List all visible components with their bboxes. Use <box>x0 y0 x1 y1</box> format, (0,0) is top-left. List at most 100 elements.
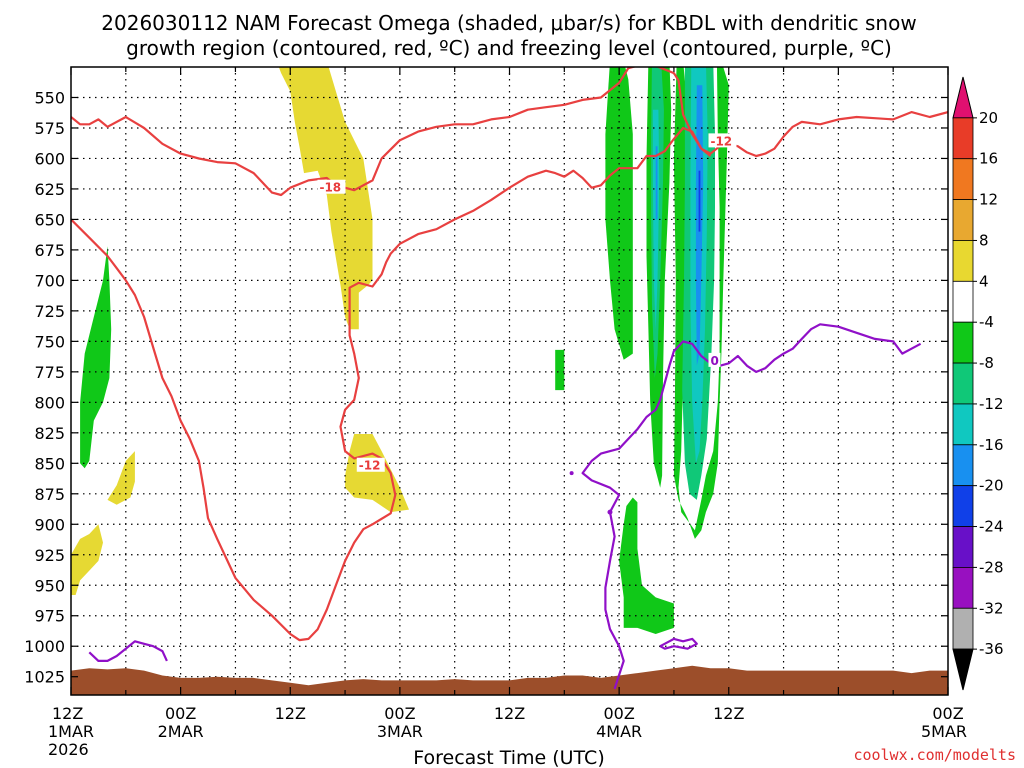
omega-positive-lower-plume <box>345 434 409 513</box>
y-tick-label-800: 800 <box>34 393 65 412</box>
colorbar-label-12: -32 <box>979 599 1004 617</box>
y-tick-label-925: 925 <box>34 546 65 565</box>
colorbar-label-13: -36 <box>979 640 1004 658</box>
colorbar-label-5: -4 <box>979 313 994 331</box>
colorbar-bin-7 <box>952 362 974 405</box>
colorbar-bin-8 <box>952 403 974 446</box>
y-tick-label-750: 750 <box>34 332 65 351</box>
omega-blue-core-1 <box>655 146 658 220</box>
y-tick-label-1000: 1000 <box>24 637 65 656</box>
x-tick-time-1: 00Z <box>165 704 196 723</box>
colorbar-bin-1 <box>952 117 974 160</box>
colorbar-bin-11 <box>952 526 974 568</box>
omega-negative-east-band-1 <box>605 67 633 360</box>
colorbar-bin-10 <box>952 485 974 527</box>
credit-text: coolwx.com/modelts <box>853 746 1016 764</box>
colorbar-label-1: 16 <box>979 150 998 168</box>
colorbar-bin-5 <box>952 280 974 323</box>
contour-label-bg-3 <box>708 352 721 367</box>
dendritic-isotherm-minus-12-lower <box>71 126 712 642</box>
y-tick-label-900: 900 <box>34 515 65 534</box>
plot-frame <box>70 66 949 696</box>
omega-positive-small-b <box>71 524 103 595</box>
colorbar-bin-12 <box>952 567 974 609</box>
y-tick-label-1025: 1025 <box>24 668 65 687</box>
isotherms: -18 -12 -12 0 <box>71 67 948 690</box>
freezing-level-dot-1 <box>569 471 574 476</box>
contour-label-bg-1 <box>356 457 385 472</box>
omega-positive-upper-plume <box>278 67 373 330</box>
colorbar-arrow-bottom <box>952 648 974 691</box>
y-tick-label-600: 600 <box>34 149 65 168</box>
y-tick-label-625: 625 <box>34 180 65 199</box>
x-tick-year-0: 2026 <box>48 740 89 759</box>
y-tick-label-725: 725 <box>34 302 65 321</box>
omega-cyan-core-1 <box>652 109 660 330</box>
colorbar-label-0: 20 <box>979 109 998 127</box>
colorbar-label-3: 8 <box>979 231 989 249</box>
y-tick-label-700: 700 <box>34 271 65 290</box>
x-tick-time-7: 00Z <box>932 704 963 723</box>
colorbar-bin-6 <box>952 321 974 364</box>
colorbar-label-8: -16 <box>979 436 1004 454</box>
y-tick-label-850: 850 <box>34 454 65 473</box>
freezing-level-zero-isotherm-east <box>581 323 922 690</box>
x-tick-time-4: 12Z <box>494 704 525 723</box>
dendritic-isotherm-minus-12-upper <box>71 67 948 197</box>
y-tick-label-975: 975 <box>34 607 65 626</box>
y-tick-label-775: 775 <box>34 363 65 382</box>
omega-positive-small-a <box>107 451 135 505</box>
x-axis-label: Forecast Time (UTC) <box>413 747 604 768</box>
x-tick-time-6: 12Z <box>713 704 744 723</box>
freezing-level-zero-isotherm-main <box>88 640 168 663</box>
contour-label-bg-2 <box>708 133 737 148</box>
freezing-level-dot-2 <box>607 509 613 515</box>
y-tick-label-650: 650 <box>34 210 65 229</box>
colorbar-label-10: -24 <box>979 518 1004 536</box>
x-tick-time-2: 12Z <box>275 704 306 723</box>
x-tick-date-1: 2MAR <box>158 722 204 741</box>
colorbar-bin-13 <box>952 607 974 650</box>
x-tick-time-5: 00Z <box>603 704 634 723</box>
colorbar-bin-2 <box>952 158 974 201</box>
colorbar-label-7: -12 <box>979 395 1004 413</box>
colorbar-bin-3 <box>952 199 974 241</box>
colorbar: 20 16 12 8 4 -4 -8 -12 -16 -20 -24 -28 -32 -36 <box>952 76 1004 691</box>
y-tick-label-875: 875 <box>34 485 65 504</box>
chart-title-line2: growth region (contoured, red, ºC) and f… <box>126 36 892 60</box>
plot-area: -18 -12 -12 0 550 575 600 625 650 675 700 725 750 775… <box>24 66 1004 759</box>
contour-label-1: -12 <box>359 459 381 473</box>
contour-label-0: -18 <box>319 181 341 195</box>
colorbar-label-4: 4 <box>979 272 989 290</box>
x-tick-time-0: 12Z <box>52 704 83 723</box>
omega-deep-blue-core <box>698 170 701 232</box>
x-tick-date-0: 1MAR <box>48 722 94 741</box>
x-tick-date-3: 3MAR <box>377 722 423 741</box>
y-tick-label-950: 950 <box>34 576 65 595</box>
colorbar-bin-4 <box>952 240 974 282</box>
y-tick-label-825: 825 <box>34 424 65 443</box>
y-tick-label-550: 550 <box>34 88 65 107</box>
x-tick-date-7: 5MAR <box>921 722 967 741</box>
omega-negative-left-band <box>80 246 112 469</box>
y-tick-label-575: 575 <box>34 119 65 138</box>
contour-label-3: 0 <box>710 354 718 368</box>
contour-label-2: -12 <box>710 134 732 148</box>
freezing-level-zero-isotherm-blob <box>659 637 698 650</box>
colorbar-label-11: -28 <box>979 558 1004 576</box>
omega-negative-lower-east <box>619 497 674 634</box>
colorbar-bin-9 <box>952 444 974 487</box>
x-tick-date-5: 4MAR <box>596 722 642 741</box>
colorbar-label-6: -8 <box>979 354 994 372</box>
x-tick-time-3: 00Z <box>384 704 415 723</box>
grid <box>71 67 948 695</box>
colorbar-arrow-top <box>952 76 974 119</box>
chart-title-line1: 2026030112 NAM Forecast Omega (shaded, μ… <box>101 11 916 35</box>
colorbar-label-2: 12 <box>979 191 998 209</box>
omega-negative-thin-strip <box>555 349 565 391</box>
colorbar-label-9: -20 <box>979 477 1004 495</box>
omega-shading <box>71 67 729 634</box>
contour-label-bg-0 <box>317 179 346 194</box>
y-tick-label-675: 675 <box>34 241 65 260</box>
